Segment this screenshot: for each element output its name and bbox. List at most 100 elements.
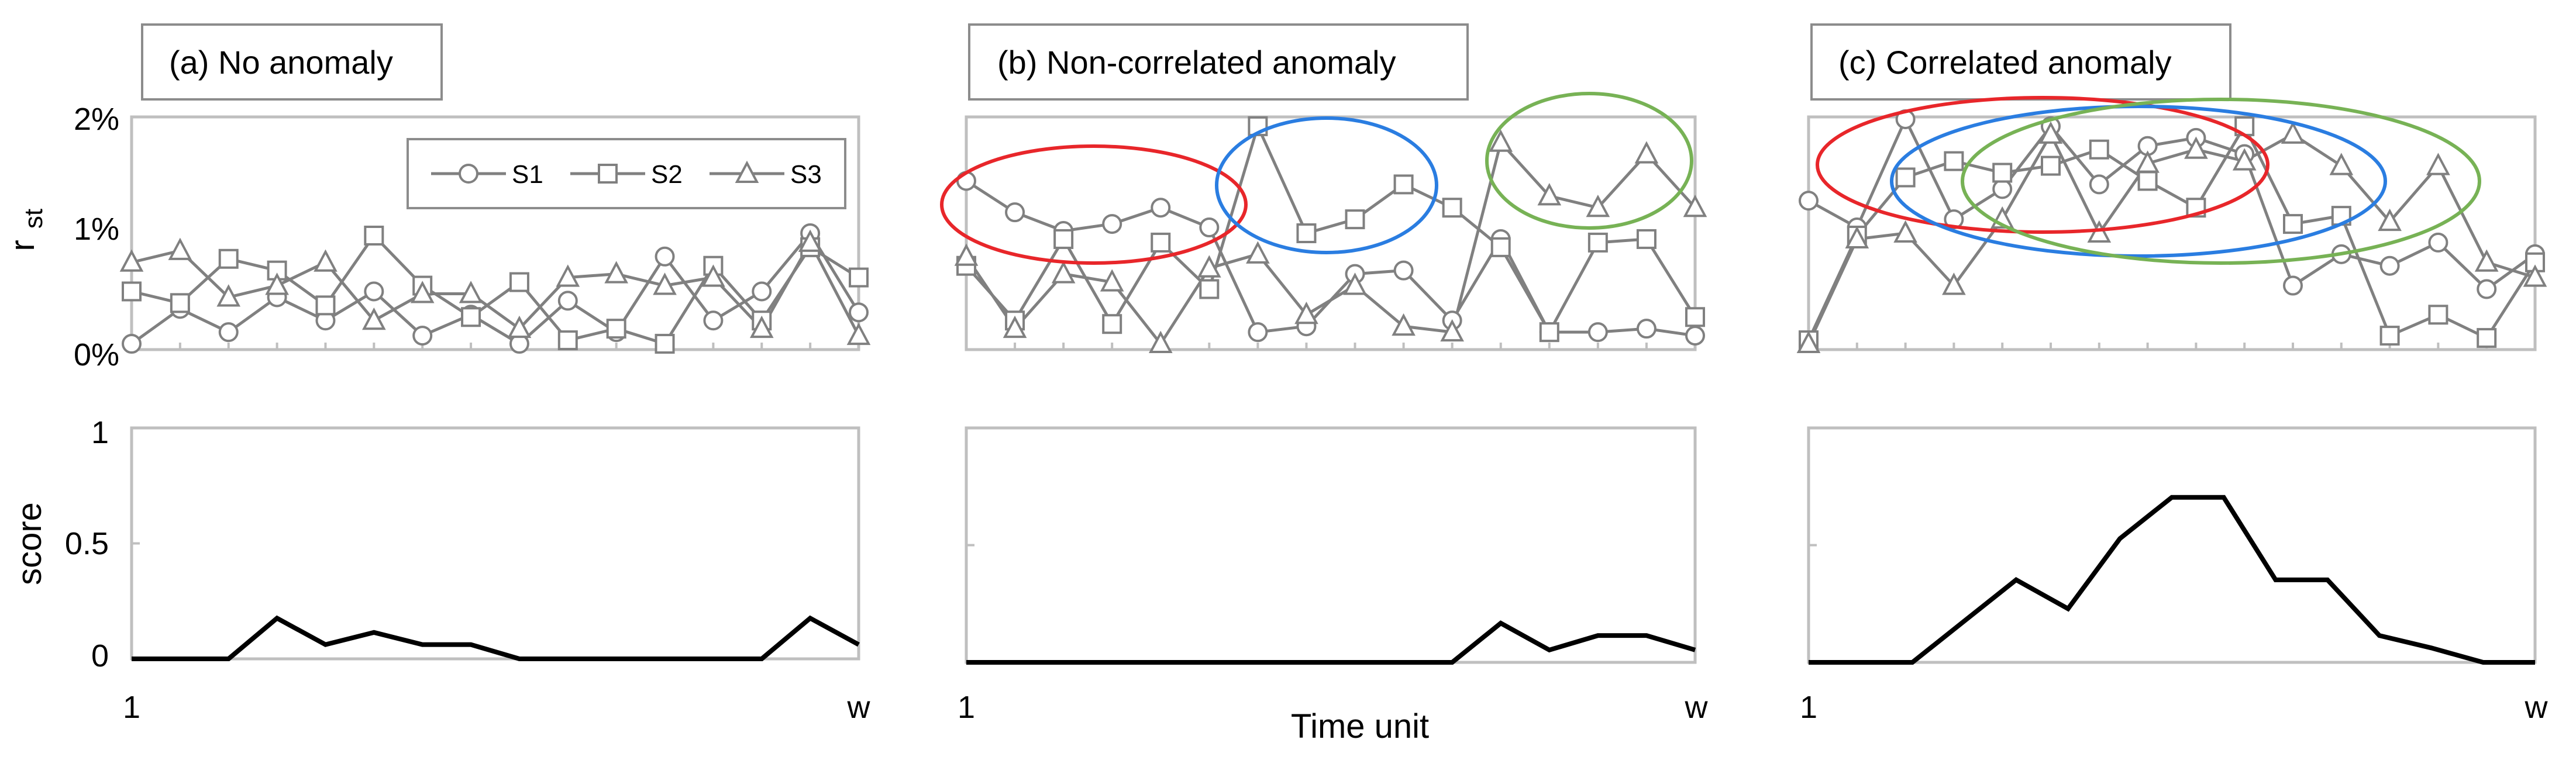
panel-c-s3-point (2378, 208, 2402, 232)
panel-b-red-ellipse (940, 144, 1248, 265)
panel-b-plot (954, 115, 1707, 665)
panel-c-s3-point (2232, 148, 2257, 171)
panel-b-s3-point (1489, 129, 1513, 152)
panel-b-s1-point (1587, 322, 1608, 343)
panel-b-s3-point (1148, 330, 1173, 354)
panel-a-s2-point (509, 272, 529, 292)
score-tick-0: 0 (91, 638, 109, 673)
score-axis-label: score (11, 502, 49, 585)
panel-c-series-s3-line (1807, 133, 2536, 345)
panel-a-s1-point (364, 281, 384, 302)
panel-b-s1-point (1393, 260, 1414, 281)
panel-b-series-s3-line (965, 141, 1696, 346)
legend: S1 S2 S3 (407, 138, 846, 209)
panel-a-s3-point (556, 264, 580, 287)
panel-a-series-s3-line (131, 241, 860, 337)
panel-c-s2-point (1992, 163, 2013, 183)
panel-c-s3-point (2329, 153, 2354, 175)
panel-a-s3-point (410, 281, 435, 303)
score-tick-1: 1 (91, 415, 109, 450)
panel-b-s3-point (1392, 313, 1416, 336)
panel-c-s1-point (2477, 279, 2497, 299)
panel-a-s2-point (218, 248, 239, 269)
panel-b-top-frame (965, 115, 1697, 351)
panel-a-s2-point (849, 267, 869, 288)
panel-b-s1-point (1151, 198, 1171, 218)
panel-b-s3-point (1246, 241, 1270, 264)
panel-b-s1-point (1685, 326, 1705, 346)
y-tick-0pct: 0% (74, 337, 119, 372)
panel-a-bottom-frame (130, 426, 860, 661)
panel-a-s3-point (119, 249, 144, 272)
panel-c-plot (1796, 109, 2547, 665)
panel-c-blue-ellipse (1890, 105, 2387, 258)
panel-b-score-line (966, 620, 1696, 665)
panel-c-s2-point (2428, 305, 2448, 325)
panel-b-s2-point (1393, 174, 1414, 195)
panel-b-green-ellipse (1485, 92, 1693, 230)
panel-a-s3-point (362, 307, 386, 330)
panel-a-s3-point (507, 315, 532, 338)
y-axis-label-rst: r st (4, 209, 48, 251)
panel-a-s2-point (655, 334, 675, 354)
panel-b-s2-point (1345, 209, 1365, 230)
panel-a-plot (119, 115, 871, 661)
panel-c-s3-point (1893, 220, 1917, 243)
panel-b-s3-point (1586, 194, 1610, 217)
y-tick-2pct: 2% (74, 102, 119, 137)
panel-c-s3-point (2426, 153, 2450, 175)
panel-c-s2-point (2089, 139, 2109, 160)
panel-b-s2-point (1636, 229, 1657, 249)
panel-c-s3-point (2281, 121, 2305, 144)
panel-c-score-line (1809, 495, 2535, 665)
y-tick-1pct: 1% (74, 212, 119, 247)
panel-c-series-s1-line (1807, 118, 2536, 291)
panel-a-s3-point (749, 315, 774, 338)
panel-a-s3-point (168, 237, 192, 260)
panel-a-series-s2-line (131, 234, 860, 346)
panel-a-score-line (132, 615, 860, 661)
panel-c-s2-point (1944, 151, 1964, 171)
panel-b-s1-point (1102, 214, 1122, 234)
panel-b-bottom-frame (965, 426, 1697, 664)
panel-c-s3-point (2523, 264, 2547, 287)
panel-b-series-s2-line (965, 125, 1697, 334)
panel-b-s3-point (1683, 194, 1707, 217)
panel-a-top-frame (130, 115, 860, 351)
panel-a-s1-point (655, 246, 675, 267)
panel-a-s2-point (315, 295, 336, 316)
legend-s1-label: S1 (512, 160, 543, 189)
panel-b-s3-point (1003, 315, 1027, 338)
panel-a-s1-point (703, 310, 724, 331)
panel-c-s3-point (2474, 249, 2499, 272)
panel-c-s3-point (2184, 136, 2208, 159)
panel-b-title-text: (b) Non-correlated anomaly (997, 44, 1396, 81)
panel-b-s3-point (1197, 255, 1221, 278)
panel-c-s1-point (2428, 232, 2448, 253)
panel-a-s1-point (557, 291, 578, 311)
panel-b-s3-point (1343, 272, 1367, 295)
panel-b-s1-point (1248, 322, 1268, 343)
panel-a-s3-point (216, 284, 241, 307)
panel-b-s3-point (1634, 141, 1659, 164)
panel-c-s1-point (2283, 275, 2303, 296)
panel-b-x-end: w (1685, 690, 1709, 725)
panel-c-s2-point (2041, 156, 2061, 176)
panel-c-title-text: (c) Correlated anomaly (1838, 44, 2172, 81)
panel-c-s3-point (1845, 226, 1869, 248)
panel-b-s2-point (1490, 237, 1511, 257)
legend-s3-marker (735, 160, 759, 183)
panel-c-s3-point (1796, 330, 1821, 354)
panel-a-s3-point (459, 281, 483, 303)
panel-b-s2-point (1539, 322, 1559, 343)
panel-c-s3-point (2087, 220, 2112, 243)
panel-a-s1-point (752, 281, 772, 302)
panel-c-x-start: 1 (1800, 690, 1817, 725)
panel-a-series-s1-line (130, 232, 860, 346)
panel-a-s2-point (170, 293, 190, 313)
panel-c-s3-point (1942, 272, 1966, 295)
panel-a-title: (a) No anomaly (141, 23, 443, 101)
panel-b-s1-point (1199, 217, 1220, 238)
panel-c-s1-point (2379, 255, 2400, 276)
panel-b-title: (b) Non-correlated anomaly (968, 23, 1469, 101)
